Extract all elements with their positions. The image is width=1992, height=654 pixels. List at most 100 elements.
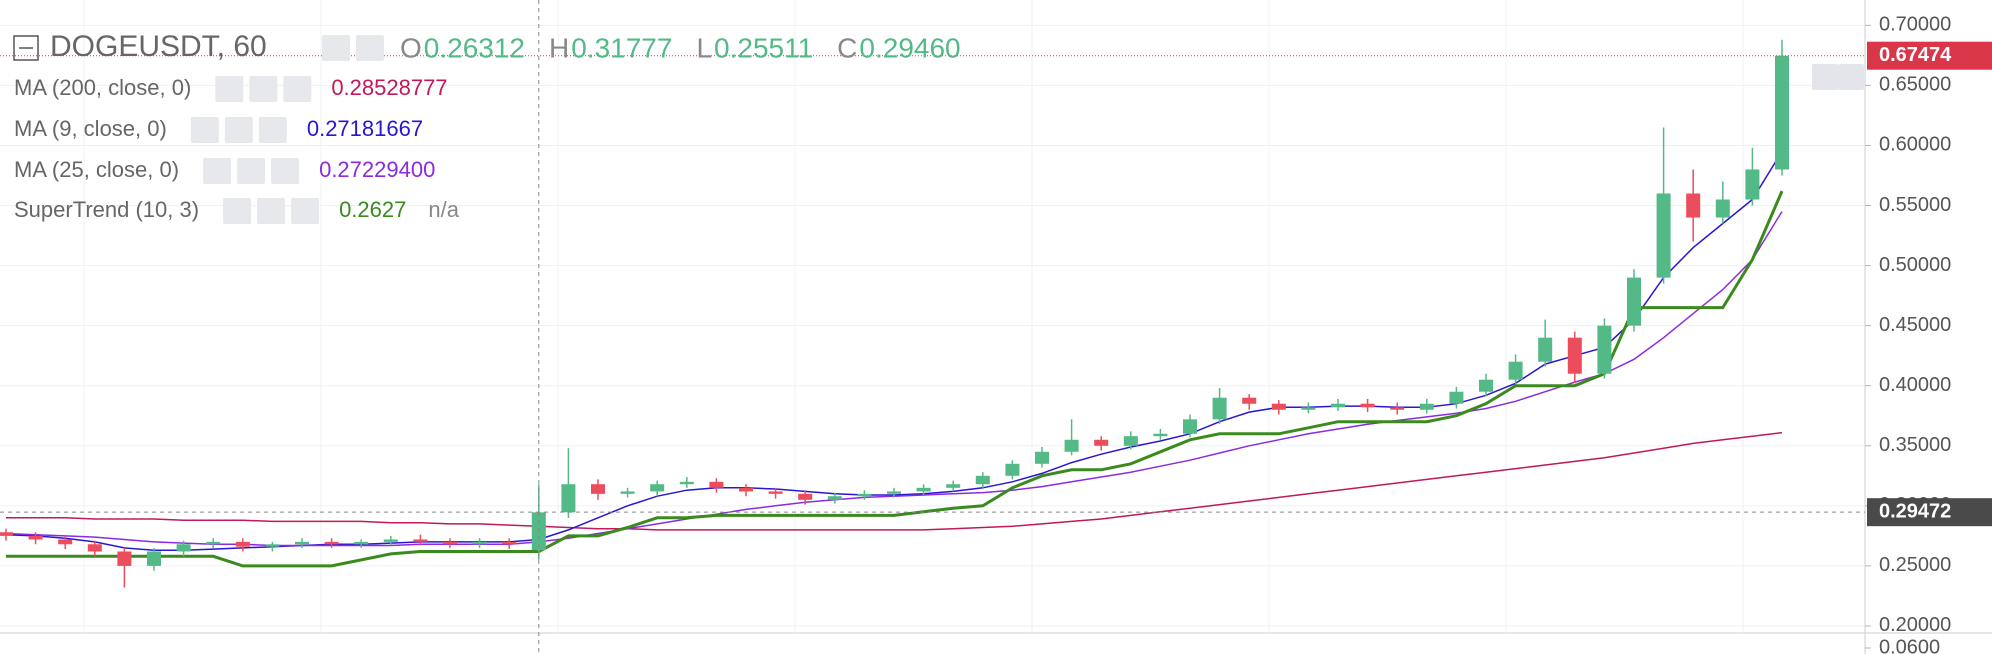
y-tick-label: 0.45000: [1879, 314, 1951, 336]
candle-body: [354, 541, 369, 545]
y-tick-label: 0.25000: [1879, 554, 1951, 576]
y-tick-label: 0.65000: [1879, 74, 1951, 96]
legend-icon-button[interactable]: [203, 158, 232, 184]
candle-body: [206, 541, 221, 545]
readout-letter: H: [549, 32, 569, 63]
indicator-line: [6, 190, 1784, 568]
legend-value: 0.28528777: [331, 75, 447, 100]
grid: [0, 0, 1865, 633]
legend-icon-button[interactable]: [356, 35, 384, 61]
legend-icon-button[interactable]: [249, 76, 278, 102]
readout-letter: L: [696, 32, 712, 63]
candle-body: [975, 475, 990, 485]
candle-body: [887, 491, 901, 494]
candle-body: [1479, 379, 1493, 392]
candle-body: [591, 484, 605, 494]
candle-body: [1360, 403, 1375, 408]
price-axis: 0.70000 0.65000 0.60000 0.55000 0.50000 0.450…: [1865, 14, 1992, 654]
candle-body: [295, 541, 309, 545]
y-tick-label: 0.50000: [1879, 254, 1951, 276]
candle-body: [1627, 277, 1641, 326]
candle-body: [1686, 193, 1701, 218]
candle-body: [739, 487, 753, 492]
y-tick-label: 0.55000: [1879, 194, 1951, 216]
legend-icon-button[interactable]: [190, 117, 219, 143]
symbol-title: DOGEUSDT, 60: [50, 30, 267, 63]
candle-body: [1567, 337, 1582, 374]
candle-body: [1271, 403, 1286, 410]
readout-letter: O: [400, 32, 422, 63]
readout-value: 0.25511: [714, 32, 813, 63]
legend-icon-button[interactable]: [257, 198, 286, 224]
candle-body: [561, 484, 576, 513]
candle-body: [1094, 439, 1109, 446]
candle-body: [1153, 433, 1168, 437]
legend: DOGEUSDT, 60 O 0.26312 H 0.31777 L 0.25511 C 0.…: [13, 30, 961, 224]
lower-pane-tick-label: 0.0600: [1879, 636, 1940, 654]
legend-icon-button[interactable]: [223, 198, 252, 224]
candle-body: [58, 539, 73, 545]
legend-entry: MA (9, close, 0): [14, 116, 167, 141]
readout-value: 0.26312: [424, 32, 525, 63]
candle-body: [1035, 451, 1049, 464]
plot: [0, 0, 1865, 654]
legend-extra: n/a: [428, 197, 459, 222]
candle-body: [413, 539, 428, 542]
readout-letter: C: [837, 32, 857, 63]
candle-body: [1123, 436, 1138, 446]
legend-icon-button[interactable]: [237, 158, 266, 184]
candle-body: [1597, 325, 1612, 374]
candle-body: [946, 484, 961, 488]
last-price-tag: [1867, 41, 1992, 70]
candle-body: [1656, 193, 1671, 278]
candle-body: [1183, 419, 1197, 434]
candle-body: [1449, 391, 1464, 404]
candle-body: [443, 541, 457, 545]
candle-body: [1064, 439, 1079, 452]
collapse-button[interactable]: [13, 35, 39, 61]
last-price-label: 0.67474: [1879, 44, 1952, 66]
candle-body: [265, 544, 280, 547]
legend-icon-button[interactable]: [271, 158, 300, 184]
indicator-line: [6, 431, 1783, 531]
y-tick-label: 0.35000: [1879, 434, 1951, 456]
candle-body: [620, 491, 635, 494]
candle-body: [0, 532, 13, 536]
candle-body: [87, 544, 102, 552]
y-tick-label: 0.60000: [1879, 134, 1951, 156]
legend-entry: MA (25, close, 0): [14, 157, 179, 182]
legend-icon-button[interactable]: [224, 117, 253, 143]
candle-body: [1331, 403, 1345, 408]
legend-icon-button[interactable]: [291, 198, 320, 224]
candle-body: [1508, 361, 1523, 380]
y-tick-label: 0.20000: [1879, 614, 1951, 636]
scroll-button[interactable]: [1812, 64, 1838, 90]
readout-value: 0.29460: [859, 32, 960, 63]
scroll-button[interactable]: [1838, 64, 1864, 90]
legend-icon-button[interactable]: [258, 117, 287, 143]
readout-value: 0.31777: [571, 32, 672, 63]
legend-icon-button[interactable]: [215, 76, 244, 102]
candle-body: [1005, 463, 1020, 476]
candle-body: [1775, 55, 1789, 170]
candle-body: [1301, 407, 1316, 410]
legend-icon-button[interactable]: [283, 76, 312, 102]
candle-body: [827, 496, 842, 500]
candle-body: [1390, 407, 1405, 410]
legend-value: 0.27229400: [319, 157, 435, 182]
y-tick-label: 0.70000: [1879, 14, 1951, 36]
y-tick-label: 0.40000: [1879, 374, 1951, 396]
legend-icon-button[interactable]: [322, 35, 350, 61]
candle-body: [1538, 337, 1553, 362]
candle-body: [1242, 397, 1257, 404]
legend-value: 0.2627: [339, 197, 406, 222]
candle-body: [472, 541, 487, 545]
legend-entry: MA (200, close, 0): [14, 75, 191, 100]
candle-body: [324, 541, 339, 545]
candle-body: [798, 493, 813, 500]
candle-body: [502, 541, 517, 545]
candle-body: [857, 493, 872, 497]
candle-body: [650, 484, 665, 492]
